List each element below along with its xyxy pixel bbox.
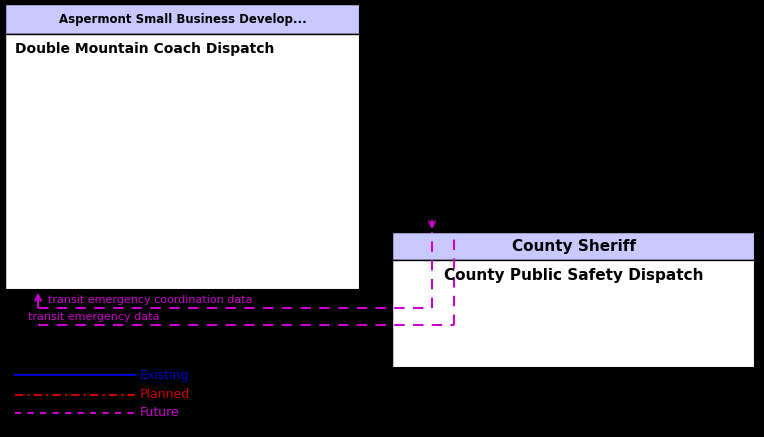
Text: transit emergency coordination data: transit emergency coordination data (48, 295, 252, 305)
Text: Future: Future (140, 406, 180, 420)
Bar (5, 4, 360, 34)
Text: County Public Safety Dispatch: County Public Safety Dispatch (444, 268, 703, 283)
Bar (392, 232, 755, 260)
Bar (5, 34, 360, 290)
Text: Planned: Planned (140, 388, 190, 402)
Text: Existing: Existing (140, 368, 189, 382)
Text: Aspermont Small Business Develop...: Aspermont Small Business Develop... (59, 13, 306, 25)
Text: transit emergency data: transit emergency data (28, 312, 160, 322)
Text: Double Mountain Coach Dispatch: Double Mountain Coach Dispatch (15, 42, 274, 56)
Bar (5, 4, 360, 290)
Bar (392, 260, 755, 368)
Text: County Sheriff: County Sheriff (512, 239, 636, 253)
Bar (392, 232, 755, 368)
